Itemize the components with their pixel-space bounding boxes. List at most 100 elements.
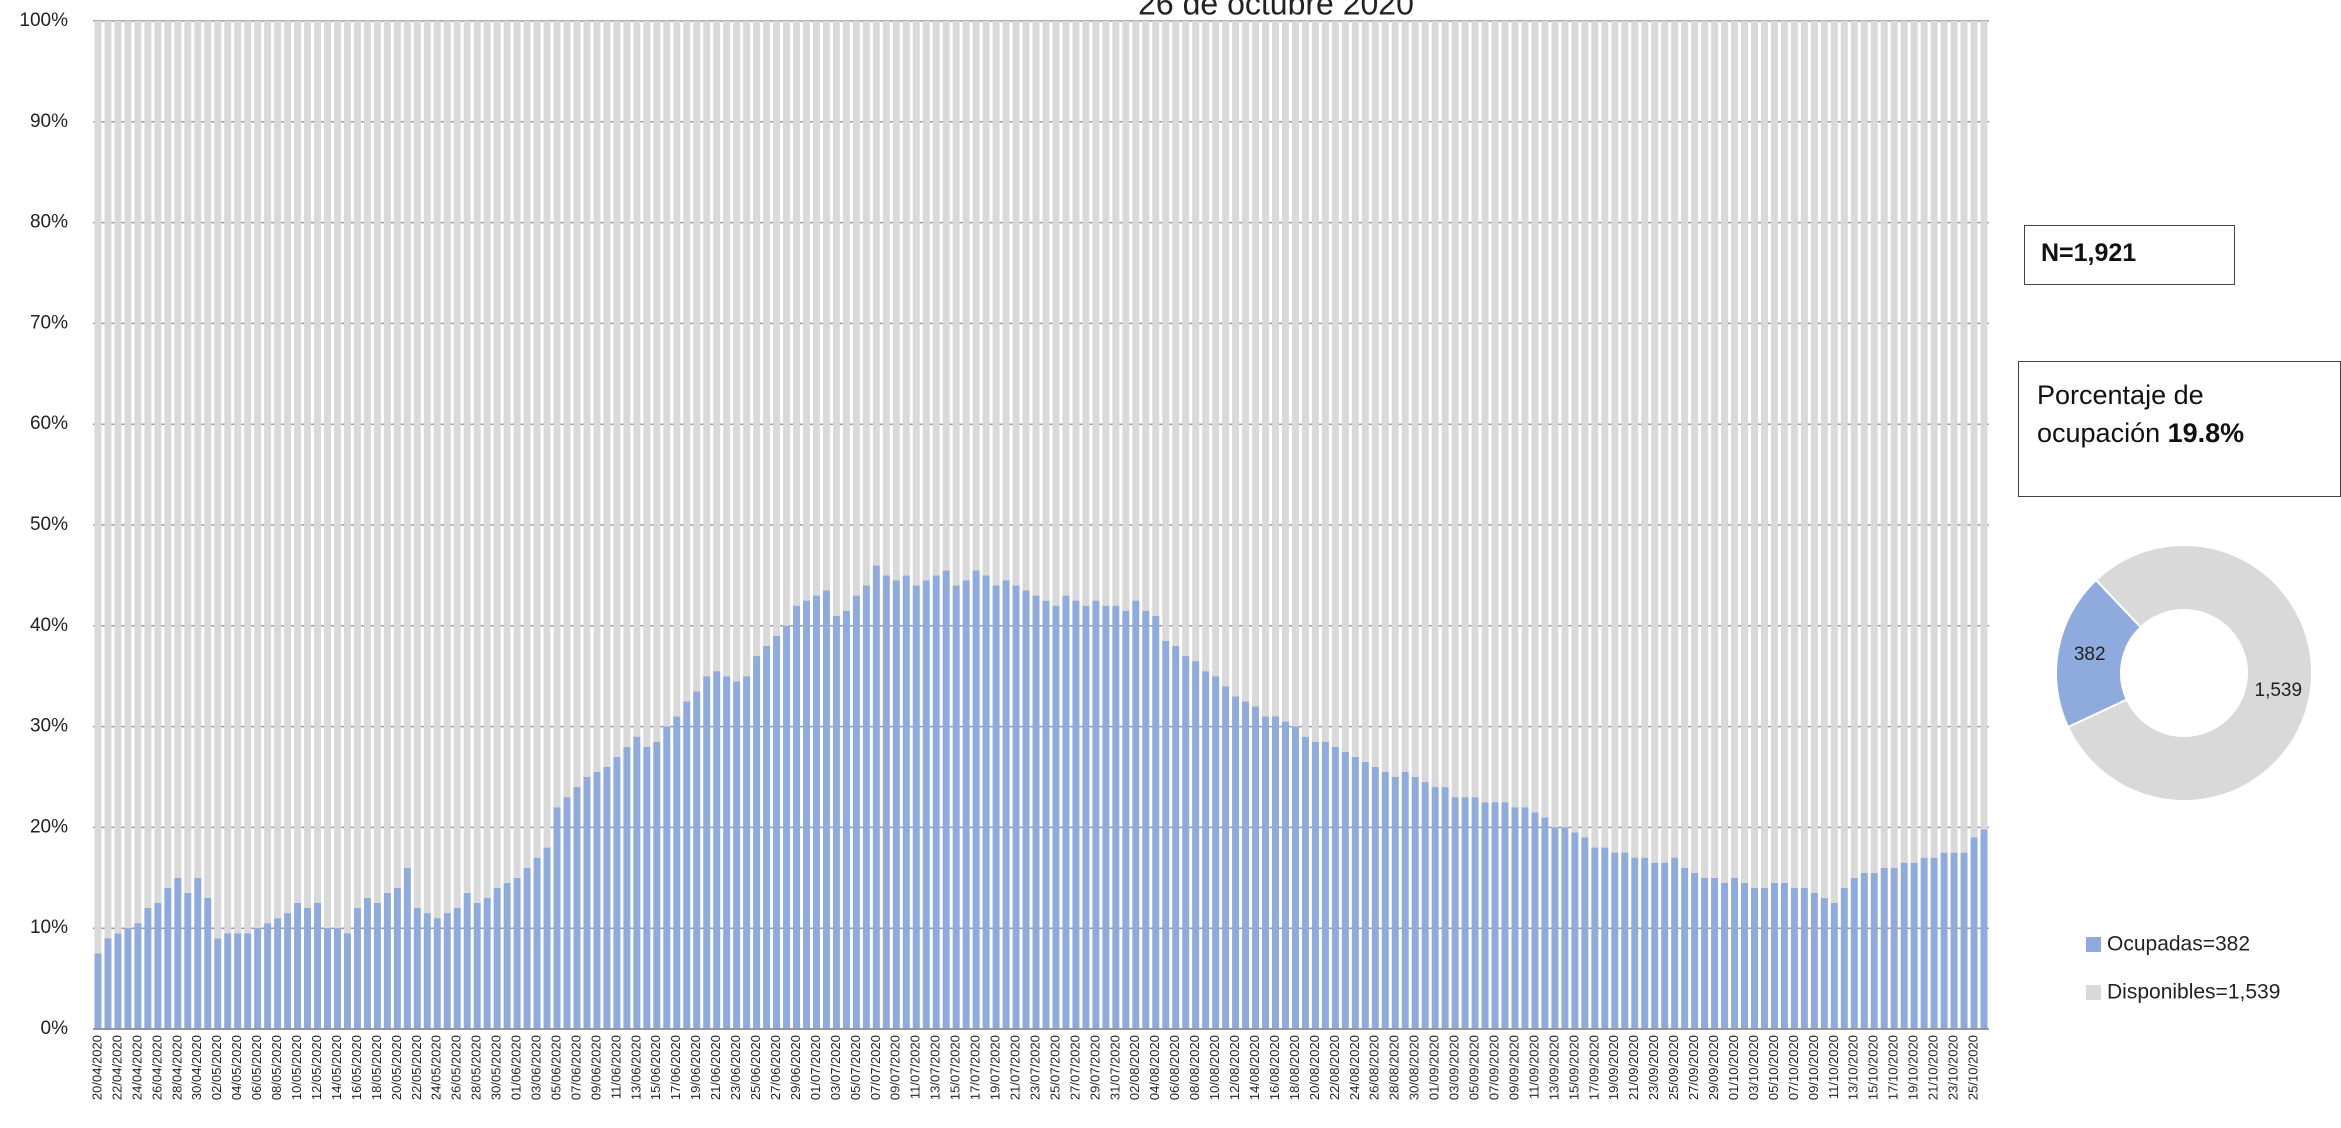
x-tick-label: 17/09/2020 xyxy=(1586,1035,1601,1100)
bar-segment xyxy=(1531,812,1539,1029)
bar-segment xyxy=(1621,852,1629,1029)
bar-segment xyxy=(862,585,870,1029)
bar-segment xyxy=(1092,600,1100,1029)
bar-segment xyxy=(852,21,860,596)
bar-segment xyxy=(463,892,471,1029)
bar-segment xyxy=(1830,903,1838,1029)
bar-segment xyxy=(353,908,361,1029)
bar-segment xyxy=(353,21,361,909)
occupancy-label: Porcentaje de ocupación xyxy=(2037,380,2204,448)
bar-segment xyxy=(1252,21,1260,707)
bar-segment xyxy=(483,897,491,1029)
x-tick-label: 23/06/2020 xyxy=(728,1035,743,1100)
y-tick-label: 40% xyxy=(30,615,68,636)
x-tick-label: 25/07/2020 xyxy=(1047,1035,1062,1100)
bar-segment xyxy=(503,882,511,1029)
y-tick-label: 70% xyxy=(30,312,68,333)
bar-segment xyxy=(114,21,122,934)
bar-segment xyxy=(1062,21,1070,596)
bar-segment xyxy=(1920,857,1928,1029)
bar-segment xyxy=(803,600,810,1029)
bar-segment xyxy=(1132,600,1140,1029)
bar-segment xyxy=(1222,686,1230,1029)
bar-segment xyxy=(1042,21,1050,601)
bar-segment xyxy=(673,21,681,717)
bar-segment xyxy=(1661,21,1669,863)
bar-segment xyxy=(1870,21,1878,873)
x-tick-label: 24/05/2020 xyxy=(429,1035,444,1100)
bar-segment xyxy=(1102,21,1110,606)
bar-segment xyxy=(563,797,571,1029)
bar-segment xyxy=(1880,21,1888,868)
bar-segment xyxy=(333,928,341,1029)
bar-segment xyxy=(1980,829,1988,1029)
bar-segment xyxy=(1860,872,1868,1029)
y-tick-label: 50% xyxy=(30,514,68,535)
bar-segment xyxy=(713,21,721,672)
bar-segment xyxy=(643,746,651,1029)
bar-segment xyxy=(1541,817,1549,1029)
bar-segment xyxy=(922,21,930,581)
bar-segment xyxy=(1691,872,1699,1029)
bar-segment xyxy=(294,903,302,1029)
bar-segment xyxy=(1581,837,1589,1029)
x-tick-label: 25/09/2020 xyxy=(1666,1035,1681,1100)
bar-segment xyxy=(962,580,970,1029)
bar-segment xyxy=(1970,21,1978,838)
bar-segment xyxy=(423,913,431,1029)
bar-segment xyxy=(1880,867,1888,1029)
bar-segment xyxy=(1770,882,1778,1029)
bar-segment xyxy=(473,21,481,903)
bar-segment xyxy=(1391,777,1399,1029)
bar-segment xyxy=(1222,21,1230,687)
y-tick-label: 10% xyxy=(30,917,68,938)
bar-segment xyxy=(763,645,771,1029)
bar-segment xyxy=(294,21,302,903)
x-tick-label: 03/07/2020 xyxy=(828,1035,843,1100)
bar-segment xyxy=(1850,21,1858,878)
x-tick-label: 27/07/2020 xyxy=(1067,1035,1082,1100)
bar-segment xyxy=(832,615,840,1029)
bar-segment xyxy=(852,595,860,1029)
bar-segment xyxy=(1321,741,1329,1029)
bar-segment xyxy=(453,908,461,1029)
bar-segment xyxy=(1301,21,1309,737)
bar-segment xyxy=(274,21,282,919)
bar-segment xyxy=(1411,21,1419,777)
bar-segment xyxy=(773,635,781,1029)
bar-segment xyxy=(1491,21,1499,803)
bar-segment xyxy=(902,575,910,1029)
bar-segment xyxy=(433,21,441,919)
bar-segment xyxy=(892,21,900,581)
bar-segment xyxy=(523,21,531,868)
x-tick-label: 28/04/2020 xyxy=(169,1035,184,1100)
bar-segment xyxy=(842,21,850,611)
bar-segment xyxy=(1012,21,1020,586)
x-tick-label: 09/09/2020 xyxy=(1506,1035,1521,1100)
bar-segment xyxy=(1411,777,1419,1029)
total-box: N=1,921 xyxy=(2024,225,2235,285)
x-tick-label: 27/06/2020 xyxy=(768,1035,783,1100)
bar-segment xyxy=(1541,21,1549,818)
bar-segment xyxy=(633,736,641,1029)
bar-segment xyxy=(1741,21,1749,883)
y-tick-label: 80% xyxy=(30,212,68,233)
bar-segment xyxy=(1780,882,1788,1029)
x-tick-label: 11/06/2020 xyxy=(608,1035,623,1099)
bar-segment xyxy=(1890,21,1898,868)
bar-segment xyxy=(433,918,441,1029)
bar-segment xyxy=(1162,640,1170,1029)
bar-segment xyxy=(363,897,371,1029)
bar-segment xyxy=(1082,605,1090,1029)
bar-segment xyxy=(942,570,950,1029)
bar-segment xyxy=(1461,21,1469,798)
bar-segment xyxy=(912,585,920,1029)
bar-segment xyxy=(1481,21,1489,803)
bar-segment xyxy=(314,903,322,1029)
x-tick-label: 29/09/2020 xyxy=(1706,1035,1721,1100)
bar-segment xyxy=(992,585,1000,1029)
bar-segment xyxy=(1641,21,1649,858)
bar-segment xyxy=(1122,21,1130,611)
bar-segment xyxy=(1501,802,1509,1029)
